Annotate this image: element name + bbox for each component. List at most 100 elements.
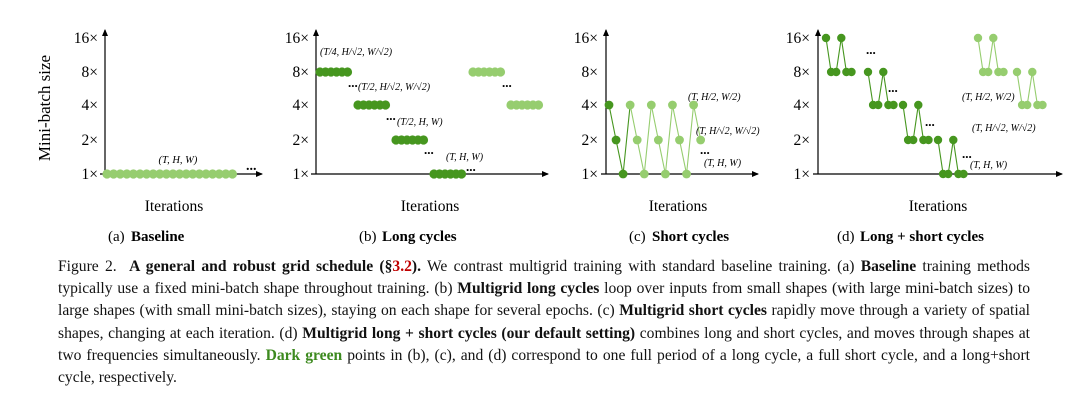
point bbox=[675, 135, 684, 145]
point bbox=[142, 169, 152, 179]
ellipsis-d-2: ... bbox=[888, 80, 898, 95]
point bbox=[115, 169, 125, 179]
y-tick-label: 4× bbox=[82, 97, 99, 114]
y-tick-label: 1× bbox=[582, 166, 599, 183]
ellipsis-d-4: ... bbox=[962, 146, 972, 161]
x-axis-label-b: Iterations bbox=[401, 198, 460, 215]
point bbox=[227, 169, 237, 179]
point bbox=[959, 169, 968, 179]
y-axis-label: Mini-batch size bbox=[35, 55, 54, 161]
ellipsis-b-2: ... bbox=[386, 108, 396, 123]
point bbox=[155, 169, 165, 179]
point bbox=[821, 33, 831, 43]
point bbox=[161, 169, 171, 179]
point bbox=[208, 169, 218, 179]
x-axis-label-a: Iterations bbox=[145, 198, 204, 215]
point bbox=[175, 169, 185, 179]
point bbox=[909, 135, 918, 145]
point bbox=[874, 100, 883, 110]
point bbox=[533, 100, 544, 110]
connector-line bbox=[977, 37, 1004, 73]
point bbox=[879, 67, 888, 77]
y-tick-label: 8× bbox=[293, 64, 310, 81]
ellipsis-b-5: ... bbox=[502, 75, 512, 90]
caption-text-1: We contrast multigrid training with stan… bbox=[421, 258, 861, 275]
point bbox=[122, 169, 132, 179]
point bbox=[135, 169, 145, 179]
point bbox=[944, 169, 953, 179]
point bbox=[914, 100, 923, 110]
point bbox=[837, 33, 846, 43]
point bbox=[646, 100, 656, 110]
ellipsis-d-1: ... bbox=[866, 42, 876, 57]
point bbox=[682, 169, 691, 179]
y-tick-label: 4× bbox=[582, 97, 599, 114]
caption-text-6: points in (b), (c), and (d) correspond t… bbox=[58, 346, 1030, 387]
point bbox=[653, 135, 663, 145]
y-tick-label: 8× bbox=[794, 64, 811, 81]
caption-bold-long-short: Multigrid long + short cycles (our defau… bbox=[302, 324, 636, 342]
figure-caption: Figure 2. A general and robust grid sche… bbox=[58, 256, 1030, 389]
point bbox=[188, 169, 198, 179]
point bbox=[201, 169, 211, 179]
annotation-d-1: (T, H/2, W/2) bbox=[962, 92, 1015, 103]
annotation-b-3: (T/2, H, W) bbox=[397, 117, 443, 128]
caption-section-ref[interactable]: 3.2 bbox=[392, 258, 412, 275]
panel-d: 1× 2× 4× 8× 16× (T, H/2, W/2) (T, H/√2, W/√2… bbox=[786, 29, 1063, 245]
y-tick-label: 1× bbox=[82, 166, 99, 183]
x-axis-label-c: Iterations bbox=[649, 198, 708, 215]
ellipsis-c-1: ... bbox=[700, 142, 710, 157]
point bbox=[148, 169, 158, 179]
panel-a-tag: (a) bbox=[108, 229, 125, 245]
point bbox=[604, 100, 614, 110]
y-tick-label: 8× bbox=[582, 64, 599, 81]
annotation-c-2: (T, H/√2, W/√2) bbox=[696, 126, 760, 137]
points-b bbox=[315, 67, 544, 179]
point bbox=[832, 67, 841, 77]
point bbox=[924, 135, 933, 145]
y-tick-label: 1× bbox=[794, 166, 811, 183]
y-tick-label: 16× bbox=[574, 30, 598, 47]
annotation-d-2: (T, H/√2, W/√2) bbox=[972, 123, 1036, 134]
y-tick-label: 1× bbox=[293, 166, 310, 183]
y-tick-label: 2× bbox=[293, 132, 310, 149]
point bbox=[380, 100, 391, 110]
point bbox=[973, 33, 983, 43]
ellipsis-a-1: ... bbox=[246, 159, 257, 174]
point bbox=[342, 67, 353, 77]
annotation-b-4: (T, H, W) bbox=[446, 152, 484, 163]
caption-bold-short-cycles: Multigrid short cycles bbox=[619, 302, 767, 320]
points-d bbox=[821, 33, 1047, 179]
point bbox=[889, 100, 898, 110]
point bbox=[863, 67, 873, 77]
point bbox=[989, 33, 998, 43]
point bbox=[632, 135, 642, 145]
caption-text-3: loop over inputs from small shapes (with… bbox=[58, 280, 1030, 320]
y-tick-label: 2× bbox=[794, 132, 811, 149]
panel-a-title: Baseline bbox=[131, 229, 185, 245]
y-tick-label: 2× bbox=[82, 132, 99, 149]
caption-text-5: combines long and short cycles, and move… bbox=[58, 324, 1030, 364]
point bbox=[933, 135, 943, 145]
x-axis-label-d: Iterations bbox=[909, 198, 968, 215]
panel-c-tag: (c) bbox=[629, 229, 646, 245]
panel-d-title: Long + short cycles bbox=[860, 229, 984, 245]
points-c bbox=[604, 100, 706, 179]
point bbox=[984, 67, 993, 77]
caption-bold-long-cycles: Multigrid long cycles bbox=[457, 280, 600, 298]
caption-title: A general and robust grid schedule bbox=[129, 258, 374, 275]
panel-a: 1× 2× 4× 8× 16× (T, H, W) ... Iterations (a)… bbox=[74, 29, 263, 245]
connector-line bbox=[1016, 71, 1043, 106]
panel-d-tag: (d) bbox=[837, 229, 855, 245]
y-tick-label: 16× bbox=[786, 30, 810, 47]
point bbox=[999, 67, 1008, 77]
connector-line bbox=[825, 37, 852, 73]
panel-c: 1× 2× 4× 8× 16× (T, H/2, W/2) (T, H/√2, W/√2… bbox=[574, 29, 760, 245]
ellipsis-b-1: ... bbox=[348, 75, 358, 90]
y-ticks-d: 1× 2× 4× 8× 16× bbox=[786, 30, 810, 183]
point bbox=[456, 169, 467, 179]
caption-dark-green: Dark green bbox=[265, 346, 343, 364]
point bbox=[109, 169, 119, 179]
y-tick-label: 4× bbox=[293, 97, 310, 114]
point bbox=[689, 100, 698, 110]
